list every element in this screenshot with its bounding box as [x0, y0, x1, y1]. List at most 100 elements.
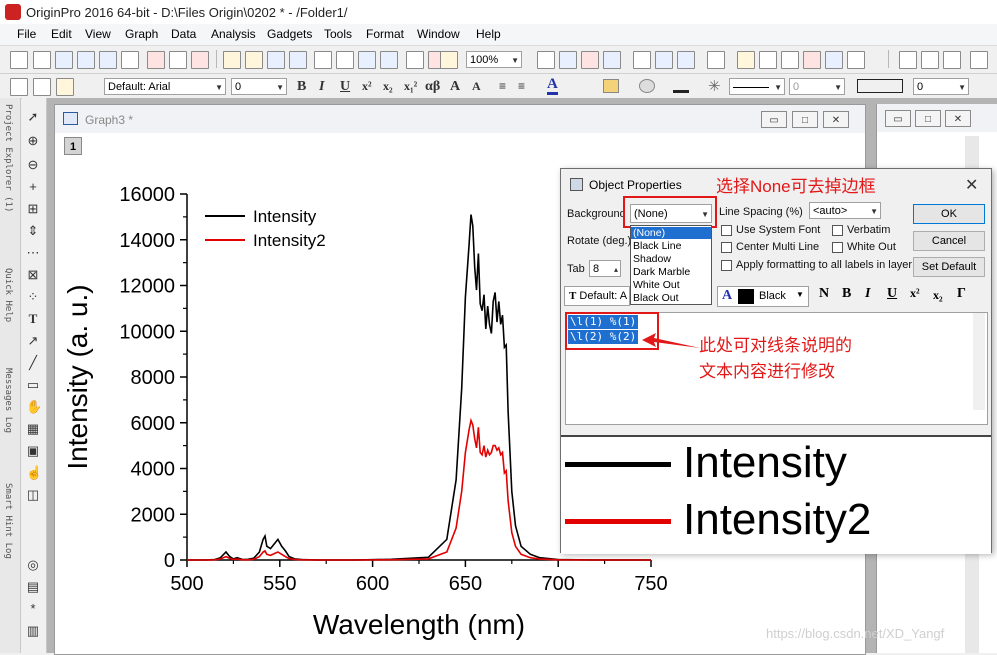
use-system-font-checkbox[interactable]: [721, 225, 732, 236]
maximize-button[interactable]: □: [915, 110, 941, 127]
data-reader-icon[interactable]: ⊞: [27, 201, 39, 216]
cloud-icon[interactable]: [825, 51, 843, 69]
layer-tab[interactable]: 1: [64, 137, 82, 155]
background-combo[interactable]: (None) ▼: [630, 204, 712, 223]
sun-icon[interactable]: ✳: [708, 78, 721, 95]
maximize-button[interactable]: □: [792, 111, 818, 128]
italic-button[interactable]: I: [319, 79, 325, 94]
close-icon[interactable]: ✕: [965, 177, 979, 194]
increase-font-button[interactable]: A: [450, 79, 461, 94]
close-button[interactable]: ✕: [823, 111, 849, 128]
import-single-icon[interactable]: [358, 51, 376, 69]
legend-text-editor[interactable]: \l(1) %(1) \l(2) %(2): [565, 312, 988, 425]
pointer-icon[interactable]: ➚: [27, 109, 39, 124]
code-builder-icon[interactable]: [655, 51, 673, 69]
insert-table-icon[interactable]: ▤: [26, 579, 40, 594]
new-workbook-icon[interactable]: [55, 51, 73, 69]
matrix-icon[interactable]: ▥: [26, 623, 40, 638]
copy-icon[interactable]: [33, 78, 51, 96]
new-project-icon[interactable]: [10, 51, 28, 69]
menu-format[interactable]: Format: [366, 27, 405, 41]
screen-reader-icon[interactable]: +: [29, 179, 37, 194]
script-window-icon[interactable]: [759, 51, 777, 69]
menu-data[interactable]: Data: [171, 27, 197, 41]
font-combo[interactable]: Default: Arial ▼: [104, 78, 226, 95]
option-dark-marble[interactable]: Dark Marble: [633, 266, 691, 278]
menu-analysis[interactable]: Analysis: [211, 27, 256, 41]
option-black-line[interactable]: Black Line: [633, 240, 682, 252]
command-window-icon[interactable]: [737, 51, 755, 69]
paste-icon[interactable]: [56, 78, 74, 96]
import-wizard-icon[interactable]: [336, 51, 354, 69]
option-white-out[interactable]: White Out: [633, 279, 680, 291]
italic-button[interactable]: I: [865, 286, 871, 301]
bold-button[interactable]: B: [297, 79, 307, 94]
white-out-checkbox[interactable]: [832, 242, 843, 253]
minimize-button[interactable]: ▭: [885, 110, 911, 127]
recalculate-icon[interactable]: [406, 51, 424, 69]
greek-button[interactable]: αβ: [425, 79, 441, 94]
hand-icon[interactable]: ✋: [26, 399, 43, 414]
sigma-icon[interactable]: [899, 51, 917, 69]
save-project-icon[interactable]: [267, 51, 285, 69]
refresh-icon[interactable]: [603, 51, 621, 69]
insert-graph-icon[interactable]: ▣: [26, 443, 40, 458]
new-graph-icon[interactable]: [99, 51, 117, 69]
help-icon[interactable]: [847, 51, 865, 69]
line-style-combo[interactable]: ▼: [729, 78, 785, 95]
scrollbar[interactable]: [973, 313, 985, 410]
zoom-combo[interactable]: 100% ▼: [466, 51, 522, 68]
open-template-icon[interactable]: [245, 51, 263, 69]
size-combo[interactable]: 0 ▼: [913, 78, 969, 95]
open-icon[interactable]: [223, 51, 241, 69]
star-icon[interactable]: *: [30, 601, 36, 616]
data-selector-icon[interactable]: ⇕: [27, 223, 39, 238]
subscript-button[interactable]: x₂: [933, 288, 943, 302]
legend-text-line-1[interactable]: \l(1) %(1): [568, 315, 639, 329]
text-tool-icon[interactable]: T: [28, 311, 38, 326]
line-width-combo[interactable]: 0 ▼: [789, 78, 845, 95]
mask-icon[interactable]: ⊠: [27, 267, 39, 282]
notes-window-icon[interactable]: [781, 51, 799, 69]
smart-hint-log-tab[interactable]: Smart Hint Log: [3, 483, 13, 559]
legend-text-line-2[interactable]: \l(2) %(2): [568, 330, 639, 344]
option-black-out[interactable]: Black Out: [633, 292, 679, 304]
messages-log-tab[interactable]: Messages Log: [3, 368, 13, 434]
line-tool-icon[interactable]: ╱: [29, 355, 37, 370]
color-combo[interactable]: A Black ▼: [717, 286, 809, 307]
apply-formatting-checkbox[interactable]: [721, 260, 732, 271]
normal-button[interactable]: N: [819, 286, 830, 301]
cancel-button[interactable]: Cancel: [913, 231, 985, 251]
option-none[interactable]: (None): [631, 227, 711, 239]
duplicate-icon[interactable]: [633, 51, 651, 69]
subscript-button[interactable]: x₂: [383, 79, 393, 93]
cut-icon[interactable]: [10, 78, 28, 96]
menu-help[interactable]: Help: [476, 27, 501, 41]
menu-tools[interactable]: Tools: [324, 27, 353, 41]
pattern-icon[interactable]: [639, 79, 655, 93]
center-multi-line-checkbox[interactable]: [721, 242, 732, 253]
animate-icon[interactable]: [440, 51, 458, 69]
circle-tool-icon[interactable]: ◎: [27, 557, 39, 572]
draw-data-icon[interactable]: ⁘: [27, 289, 39, 304]
column-icon[interactable]: [970, 51, 988, 69]
drag-icon[interactable]: ☝: [26, 465, 43, 480]
sort-icon[interactable]: [943, 51, 961, 69]
rectangle-tool-icon[interactable]: ▭: [26, 377, 40, 392]
print-icon[interactable]: [537, 51, 555, 69]
new-function-icon[interactable]: [121, 51, 139, 69]
tab-spinner[interactable]: 8 ▴: [589, 260, 621, 277]
app-center-icon[interactable]: [803, 51, 821, 69]
line-color-icon[interactable]: [673, 79, 689, 93]
text-align-icon[interactable]: ≡: [499, 79, 507, 93]
results-log-icon[interactable]: [677, 51, 695, 69]
greek-button[interactable]: Γ: [957, 286, 966, 301]
zoom-in-icon[interactable]: ⊕: [27, 133, 39, 148]
new-layout-icon[interactable]: [147, 51, 165, 69]
border-style-icon[interactable]: [857, 79, 903, 93]
superscript-button[interactable]: x²: [362, 79, 372, 93]
zoom-out-icon[interactable]: ⊖: [27, 157, 39, 172]
import-icon[interactable]: [314, 51, 332, 69]
menu-gadgets[interactable]: Gadgets: [267, 27, 313, 41]
font-size-combo[interactable]: 0 ▼: [231, 78, 287, 95]
